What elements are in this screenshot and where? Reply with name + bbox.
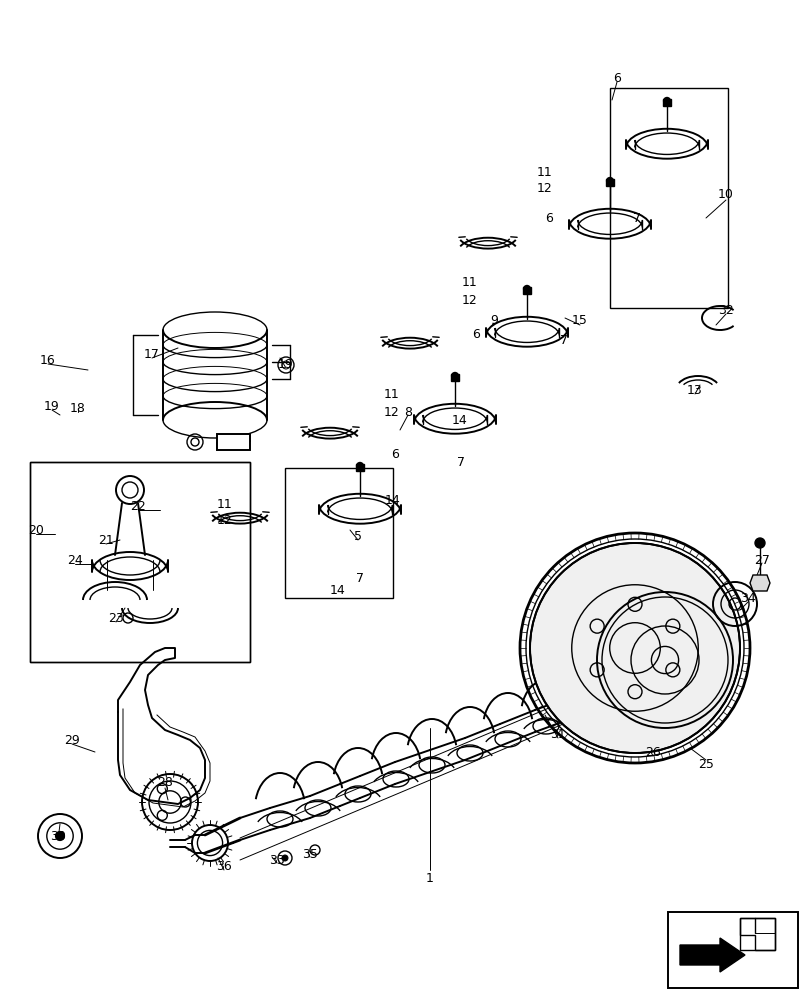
Text: 14: 14 [385, 493, 401, 506]
Text: 14: 14 [330, 584, 346, 596]
Text: 8: 8 [404, 406, 412, 418]
Text: 33: 33 [269, 854, 285, 866]
Bar [668, 912, 798, 988]
Text: 5: 5 [354, 530, 362, 544]
Text: 26: 26 [645, 746, 661, 758]
Text: 7: 7 [560, 334, 568, 347]
Bar [30, 462, 250, 662]
Text: 28: 28 [157, 776, 173, 790]
Text: 6: 6 [613, 72, 621, 85]
Text: 6: 6 [391, 448, 399, 462]
Text: 30: 30 [50, 830, 66, 842]
Text: 1: 1 [426, 871, 434, 884]
Text: 31: 31 [550, 728, 566, 742]
Polygon shape [750, 575, 770, 591]
Text: 21: 21 [98, 534, 114, 546]
Text: 7: 7 [633, 212, 641, 225]
Circle shape [452, 372, 458, 379]
Text: 24: 24 [67, 554, 83, 566]
Text: 15: 15 [572, 314, 588, 326]
Polygon shape [680, 938, 745, 972]
Circle shape [56, 832, 65, 840]
Circle shape [530, 543, 740, 753]
Bar [610, 88, 728, 308]
Text: 7: 7 [356, 572, 364, 584]
Text: 27: 27 [754, 554, 770, 566]
Text: 22: 22 [130, 499, 146, 512]
Polygon shape [523, 287, 531, 294]
Circle shape [663, 98, 671, 104]
Text: 16: 16 [40, 354, 56, 366]
Bar [30, 462, 250, 662]
Polygon shape [217, 434, 250, 450]
Text: 11: 11 [462, 276, 478, 290]
Polygon shape [451, 374, 459, 381]
Text: 12: 12 [462, 294, 478, 306]
Text: 18: 18 [70, 401, 86, 414]
Circle shape [607, 178, 613, 184]
Text: 6: 6 [472, 328, 480, 342]
Circle shape [356, 462, 364, 469]
Text: 19: 19 [278, 359, 294, 371]
Text: 20: 20 [28, 524, 44, 536]
Text: 29: 29 [64, 734, 80, 746]
Circle shape [524, 286, 530, 292]
Circle shape [282, 855, 288, 861]
Polygon shape [663, 99, 671, 106]
Polygon shape [356, 464, 364, 471]
Text: 23: 23 [108, 611, 124, 624]
Text: 6: 6 [545, 212, 553, 225]
Text: 36: 36 [216, 860, 232, 874]
Text: 7: 7 [457, 456, 465, 470]
Polygon shape [606, 179, 614, 186]
Text: 35: 35 [302, 848, 318, 861]
Text: 10: 10 [718, 188, 734, 202]
Text: 17: 17 [144, 349, 160, 361]
Text: 12: 12 [217, 514, 233, 526]
Text: 14: 14 [452, 414, 468, 426]
Text: 34: 34 [740, 591, 755, 604]
Text: 9: 9 [490, 314, 498, 326]
Text: 12: 12 [537, 182, 553, 194]
Text: 19: 19 [44, 400, 60, 414]
Bar [285, 468, 393, 598]
Text: 11: 11 [537, 165, 553, 178]
Bar [740, 918, 775, 950]
Text: 12: 12 [384, 406, 400, 418]
Text: 11: 11 [217, 498, 233, 512]
Circle shape [755, 538, 765, 548]
Text: 32: 32 [718, 304, 734, 316]
Text: 25: 25 [698, 758, 714, 772]
Polygon shape [740, 918, 775, 950]
Text: 13: 13 [687, 383, 703, 396]
Text: 11: 11 [384, 388, 400, 401]
